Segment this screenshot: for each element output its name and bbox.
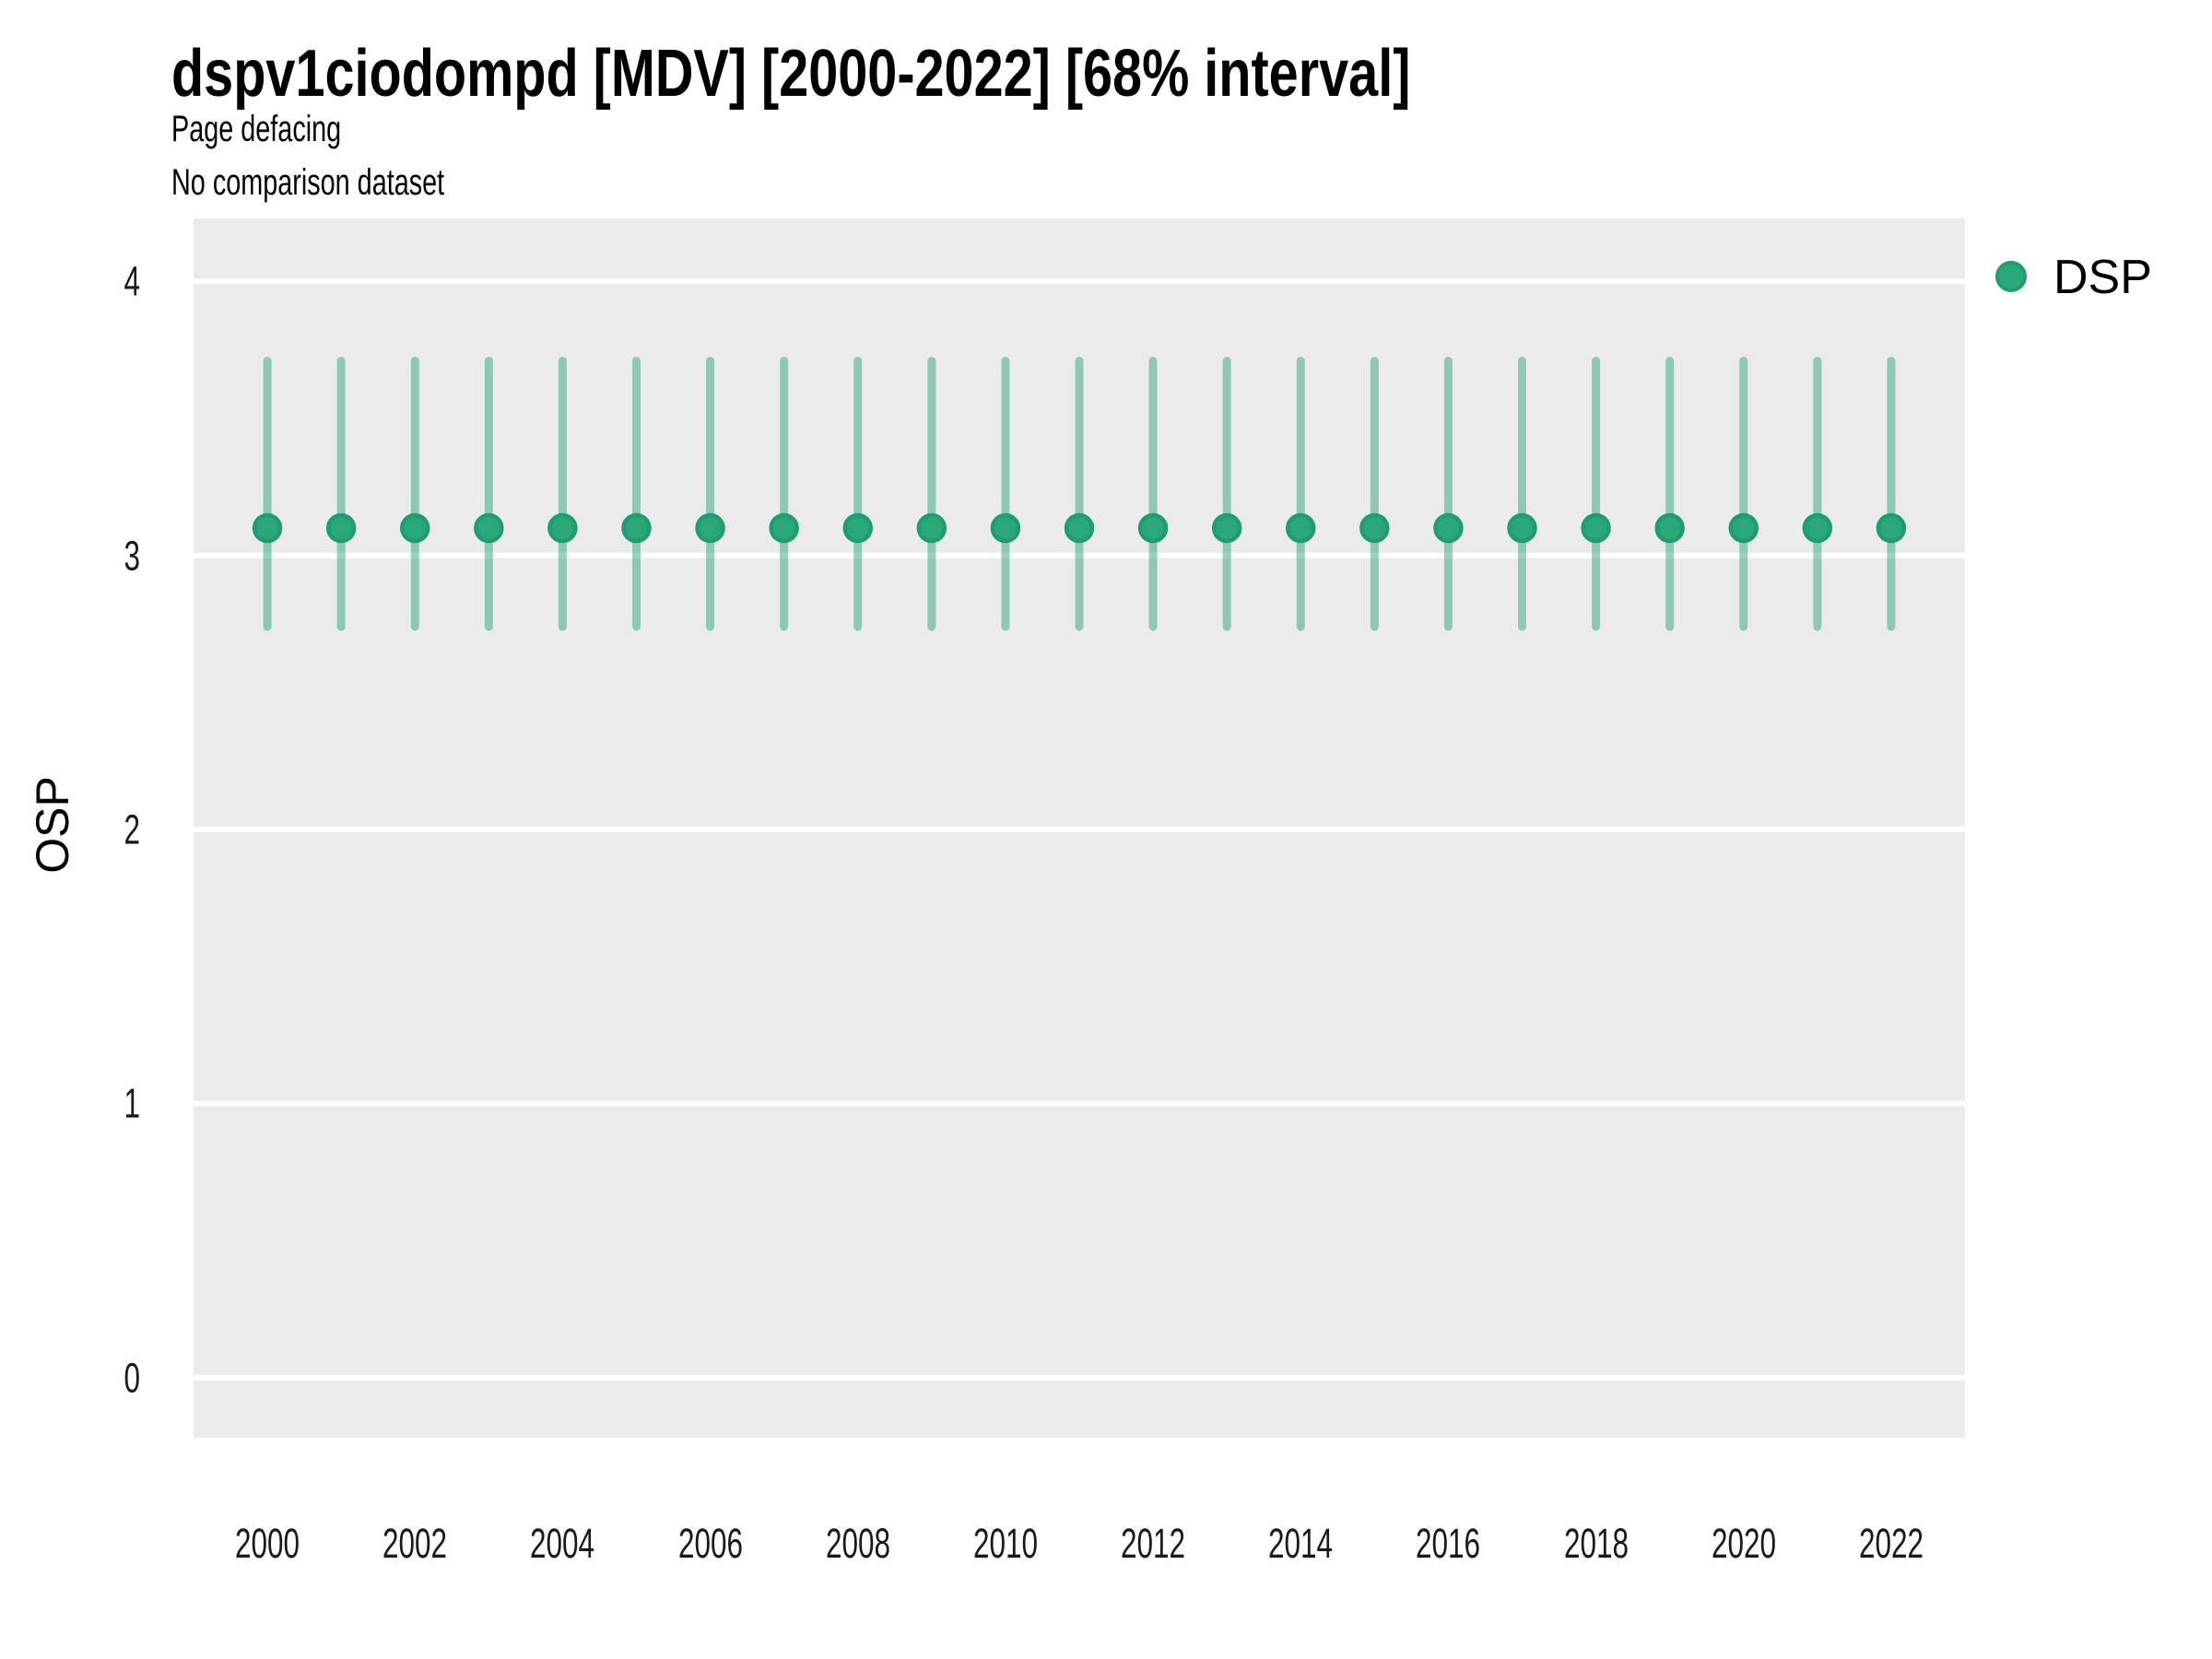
data-point-2013 xyxy=(1211,512,1242,544)
y-tick-label-0: 0 xyxy=(124,1354,140,1402)
plot-canvas xyxy=(194,218,1965,1438)
y-tick-label-3: 3 xyxy=(124,532,140,580)
data-point-2021 xyxy=(1802,512,1833,544)
x-tick-label-2020: 2020 xyxy=(1711,1520,1776,1567)
data-point-2006 xyxy=(695,512,725,544)
legend-marker-icon xyxy=(1995,261,2027,292)
data-point-2017 xyxy=(1507,512,1537,544)
x-tick-label-2014: 2014 xyxy=(1268,1520,1334,1567)
data-point-2001 xyxy=(325,512,357,544)
x-tick-label-2022: 2022 xyxy=(1858,1520,1924,1567)
data-point-2007 xyxy=(769,512,799,544)
page-title: dspv1ciodompd [MDV] [2000-2022] [68% int… xyxy=(171,37,1411,111)
data-point-2014 xyxy=(1286,512,1316,544)
page-subtitle: Page defacing xyxy=(171,109,342,149)
x-tick-label-2002: 2002 xyxy=(382,1520,448,1567)
x-tick-label-2010: 2010 xyxy=(972,1520,1038,1567)
y-tick-label-2: 2 xyxy=(124,806,140,853)
x-tick-label-2004: 2004 xyxy=(530,1520,595,1567)
legend-label: DSP xyxy=(2053,250,2152,304)
comparison-note: No comparison dataset xyxy=(171,162,445,203)
plot-panel xyxy=(194,218,1965,1438)
data-point-2004 xyxy=(547,512,578,544)
data-point-2011 xyxy=(1064,512,1095,544)
x-tick-label-2000: 2000 xyxy=(235,1520,300,1567)
legend: DSP xyxy=(1991,250,2212,304)
x-tick-label-2018: 2018 xyxy=(1563,1520,1629,1567)
data-point-2018 xyxy=(1581,512,1611,544)
data-point-2012 xyxy=(1137,512,1169,544)
y-tick-label-1: 1 xyxy=(124,1079,140,1127)
data-point-2016 xyxy=(1433,512,1464,544)
data-point-2022 xyxy=(1876,512,1907,544)
data-point-2008 xyxy=(842,512,873,544)
data-point-2020 xyxy=(1728,512,1759,544)
data-point-2002 xyxy=(400,512,430,544)
data-point-2019 xyxy=(1654,512,1685,544)
y-tick-label-4: 4 xyxy=(124,257,140,305)
data-point-2000 xyxy=(252,512,283,544)
x-tick-label-2016: 2016 xyxy=(1416,1520,1481,1567)
data-point-2015 xyxy=(1359,512,1390,544)
data-point-2009 xyxy=(916,512,947,544)
x-tick-label-2006: 2006 xyxy=(677,1520,743,1567)
x-tick-label-2008: 2008 xyxy=(825,1520,890,1567)
x-tick-label-2012: 2012 xyxy=(1121,1520,1186,1567)
data-point-2003 xyxy=(474,512,504,544)
data-point-2010 xyxy=(990,512,1021,544)
data-point-2005 xyxy=(621,512,652,544)
